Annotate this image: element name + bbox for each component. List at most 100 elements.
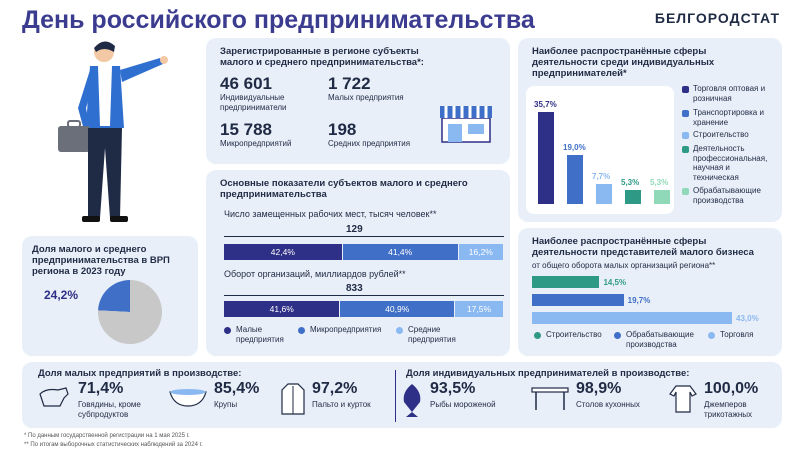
jobs-segment-1: 41,4%: [342, 244, 458, 260]
groats-pct: 85,4%: [214, 380, 260, 397]
small-spheres-panel: Наиболее распространённые сферы деятельн…: [518, 228, 782, 356]
ip-sphere-bar-1: [567, 155, 583, 204]
legend-trade: Торговля оптовая и розничная: [693, 84, 766, 103]
vrp-value: 24,2%: [44, 288, 79, 302]
small-sphere-label-1: 19,7%: [627, 296, 651, 305]
shop-icon: [440, 106, 492, 143]
legend-science: Деятельность профессиональная, научная и…: [693, 144, 768, 182]
ip-count: 46 601: [220, 74, 272, 93]
beef-pct: 71,4%: [78, 380, 124, 397]
small-spheres-sub: от общего оборота малых организаций реги…: [532, 261, 716, 270]
ip-sphere-bar-3: [625, 190, 641, 204]
vrp-slice-1: [98, 280, 162, 344]
ip-label: Индивидуальные предприниматели: [220, 93, 287, 112]
turnover-total: 833: [346, 283, 363, 294]
legend-s-construction: Строительство: [546, 330, 602, 339]
legend-swatch-medium: [396, 327, 403, 334]
ip-sphere-label-2: 7,7%: [592, 172, 611, 182]
turnover-segment-0: 41,6%: [224, 301, 340, 317]
jobs-total: 129: [346, 224, 363, 235]
footnote-2: ** По итогам выборочных статистических н…: [24, 442, 203, 448]
legend-swatch-s-trade: [708, 332, 715, 339]
medium-count: 198: [328, 120, 357, 139]
coats-label: Пальто и курток: [312, 400, 371, 409]
cow-icon: [39, 387, 69, 407]
ip-spheres-chart: 35,7% 19,0% 7,7% 5,3% 5,3%: [526, 86, 674, 214]
person-with-briefcase-icon: [58, 41, 168, 222]
production-panel: Доля малых предприятий в производстве: Д…: [22, 362, 782, 428]
vrp-slice-0: [98, 280, 130, 312]
small-spheres-chart: 14,5% 19,7% 43,0%: [532, 272, 778, 328]
ip-sphere-bar-0: [538, 112, 554, 204]
legend-swatch-transport: [682, 110, 689, 117]
vrp-heading: Доля малого и среднего предпринимательст…: [32, 244, 170, 277]
jacket-icon: [281, 383, 305, 415]
turnover-segment-2: 17,5%: [455, 301, 503, 317]
table-icon: [531, 387, 569, 410]
legend-swatch-manufacturing: [682, 188, 689, 195]
small-sphere-label-2: 43,0%: [736, 314, 759, 323]
micro-count: 15 788: [220, 120, 272, 139]
vrp-pie: [98, 280, 162, 344]
sweater-icon: [669, 385, 697, 413]
fish-icon: [403, 384, 421, 417]
turnover-bracket: [224, 295, 504, 305]
legend-swatch-science: [682, 146, 689, 153]
legend-small: Малые предприятия: [236, 325, 284, 344]
tables-label: Столов кухонных: [576, 400, 640, 409]
ip-sphere-bar-4: [654, 190, 670, 204]
coats-pct: 97,2%: [312, 380, 358, 397]
small-sphere-label-0: 14,5%: [603, 278, 627, 287]
beef-label: Говядины, кроме субпродуктов: [78, 400, 141, 419]
jobs-bracket: [224, 236, 504, 246]
sweaters-label: Джемперов трикотажных: [704, 400, 752, 419]
turnover-label: Оборот организаций, миллиардов рублей**: [224, 269, 406, 279]
fish-label: Рыбы мороженой: [430, 400, 496, 409]
medium-label: Средних предприятия: [328, 139, 411, 148]
legend-swatch-s-construction: [534, 332, 541, 339]
vrp-panel: Доля малого и среднего предпринимательст…: [22, 236, 198, 356]
ip-spheres-panel: Наиболее распространённые сферы деятельн…: [518, 38, 782, 222]
small-production-heading: Доля малых предприятий в производстве:: [38, 368, 242, 379]
legend-swatch-s-manufacturing: [614, 332, 621, 339]
jobs-segment-2: 16,2%: [458, 244, 503, 260]
page-title: День российского предпринимательства: [22, 6, 535, 34]
small-count: 1 722: [328, 74, 371, 93]
jobs-segment-0: 42,4%: [224, 244, 342, 260]
registered-panel: Зарегистрированные в регионе субъекты ма…: [206, 38, 510, 164]
indicators-panel: Основные показатели субъектов малого и с…: [206, 170, 510, 356]
legend-swatch-construction: [682, 132, 689, 139]
legend-s-trade: Торговля: [720, 330, 754, 339]
tables-pct: 98,9%: [576, 380, 622, 397]
sweaters-pct: 100,0%: [704, 380, 759, 397]
divider: [395, 370, 396, 422]
small-label: Малых предприятия: [328, 93, 404, 102]
legend-micro: Микропредприятия: [310, 325, 382, 334]
ip-sphere-label-4: 5,3%: [650, 178, 669, 188]
indicators-heading: Основные показатели субъектов малого и с…: [220, 178, 468, 200]
ip-sphere-label-1: 19,0%: [563, 143, 586, 153]
small-sphere-bar-1: [532, 294, 624, 306]
small-sphere-bar-0: [532, 276, 600, 288]
legend-medium: Средние предприятия: [408, 325, 456, 344]
ip-sphere-label-0: 35,7%: [534, 100, 557, 109]
legend-manufacturing: Обрабатывающие производства: [693, 186, 761, 205]
small-spheres-heading: Наиболее распространённые сферы деятельн…: [532, 236, 754, 258]
turnover-stacked-bar: 41,6% 40,9% 17,5%: [224, 301, 504, 317]
ip-sphere-bar-2: [596, 184, 612, 204]
small-sphere-bar-2: [532, 312, 732, 324]
legend-transport: Транспортировка и хранение: [693, 108, 764, 127]
legend-swatch-trade: [682, 86, 689, 93]
legend-swatch-micro: [298, 327, 305, 334]
fish-pct: 93,5%: [430, 380, 476, 397]
footnote-1: * По данным государственной регистрации …: [24, 433, 190, 439]
bowl-icon: [169, 389, 207, 407]
groats-label: Крупы: [214, 400, 238, 409]
brand-logo: БЕЛГОРОДСТАТ: [654, 10, 780, 26]
jobs-label: Число замещенных рабочих мест, тысяч чел…: [224, 209, 437, 219]
legend-swatch-small: [224, 327, 231, 334]
micro-label: Микропредприятий: [220, 139, 292, 148]
registered-heading: Зарегистрированные в регионе субъекты ма…: [220, 46, 424, 68]
legend-construction: Строительство: [693, 130, 749, 139]
turnover-segment-1: 40,9%: [340, 301, 454, 317]
